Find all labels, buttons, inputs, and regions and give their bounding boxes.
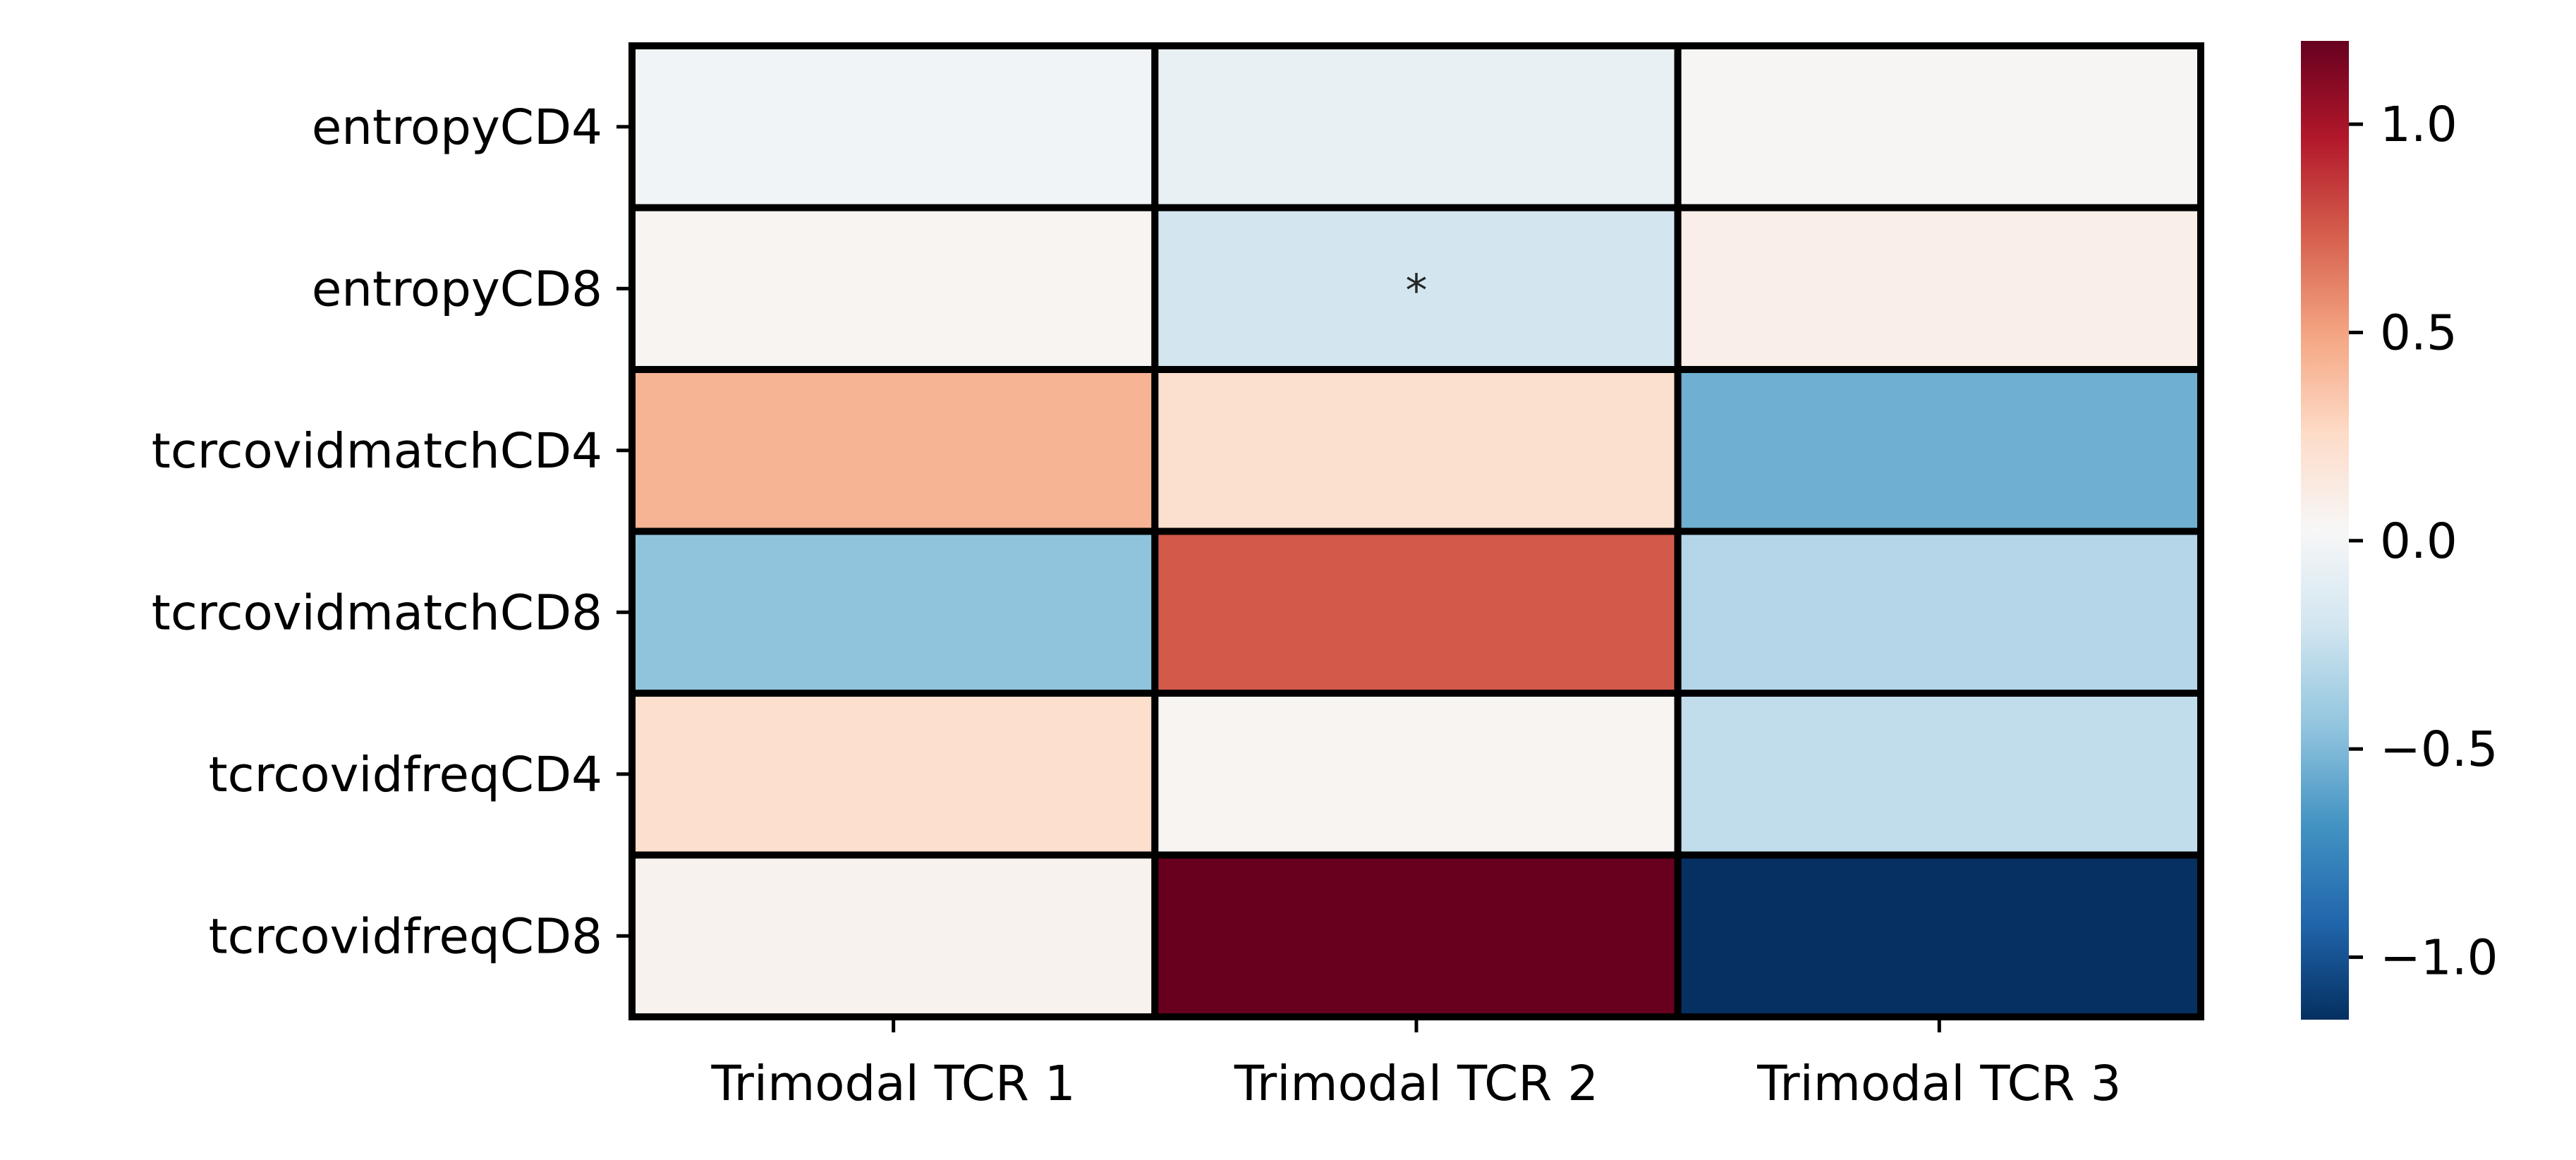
colorbar-tick-label-0: −1.0 xyxy=(2380,929,2498,986)
colorbar-tick-label-3: 0.5 xyxy=(2380,305,2457,361)
heatmap-cell-3-0 xyxy=(628,527,1159,697)
heatmap-cell-5-2 xyxy=(1674,851,2205,1020)
colorbar-gradient xyxy=(2301,41,2349,1020)
heatmap-cell-3-1 xyxy=(1151,527,1682,697)
colorbar-tick-label-1: −0.5 xyxy=(2380,721,2498,778)
cell-annotation-0: * xyxy=(1406,264,1428,316)
heatmap-cell-0-0 xyxy=(628,42,1159,212)
heatmap-cell-4-0 xyxy=(628,690,1159,859)
heatmap-cell-2-2 xyxy=(1674,366,2205,535)
y-tick-label-5: tcrcovidfreqCD8 xyxy=(209,908,602,965)
x-axis: Trimodal TCR 1 Trimodal TCR 2 Trimodal TCR… xyxy=(711,1017,2121,1112)
y-tick-label-4: tcrcovidfreqCD4 xyxy=(209,747,602,803)
heatmap-cell-5-1 xyxy=(1151,851,1682,1020)
y-axis: entropyCD4 entropyCD8 tcrcovidmatchCD4 tcrc… xyxy=(152,99,632,965)
heatmap-cell-3-2 xyxy=(1674,527,2205,697)
colorbar-tick-label-2: 0.0 xyxy=(2380,513,2457,570)
heatmap-cell-0-2 xyxy=(1674,42,2205,212)
heatmap-cell-1-0 xyxy=(628,204,1159,373)
y-tick-label-0: entropyCD4 xyxy=(312,99,602,156)
heatmap-cells xyxy=(628,42,2205,1020)
heatmap-cell-2-1 xyxy=(1151,366,1682,535)
x-tick-label-0: Trimodal TCR 1 xyxy=(711,1056,1076,1112)
x-tick-label-1: Trimodal TCR 2 xyxy=(1234,1056,1598,1112)
heatmap-cell-0-1 xyxy=(1151,42,1682,212)
y-tick-label-2: tcrcovidmatchCD4 xyxy=(152,423,602,480)
x-tick-label-2: Trimodal TCR 3 xyxy=(1756,1056,2121,1112)
colorbar-tick-label-4: 1.0 xyxy=(2380,97,2457,153)
heatmap-cell-1-2 xyxy=(1674,204,2205,373)
cell-annotations: * xyxy=(1406,264,1428,316)
heatmap-cell-1-1 xyxy=(1151,204,1682,373)
heatmap-cell-4-2 xyxy=(1674,690,2205,859)
heatmap-cell-4-1 xyxy=(1151,690,1682,859)
heatmap-cell-5-0 xyxy=(628,851,1159,1020)
heatmap-cell-2-0 xyxy=(628,366,1159,535)
y-tick-label-1: entropyCD8 xyxy=(312,261,602,317)
y-tick-label-3: tcrcovidmatchCD8 xyxy=(152,585,602,641)
colorbar: −1.0 −0.5 0.0 0.5 1.0 xyxy=(2301,41,2498,1020)
